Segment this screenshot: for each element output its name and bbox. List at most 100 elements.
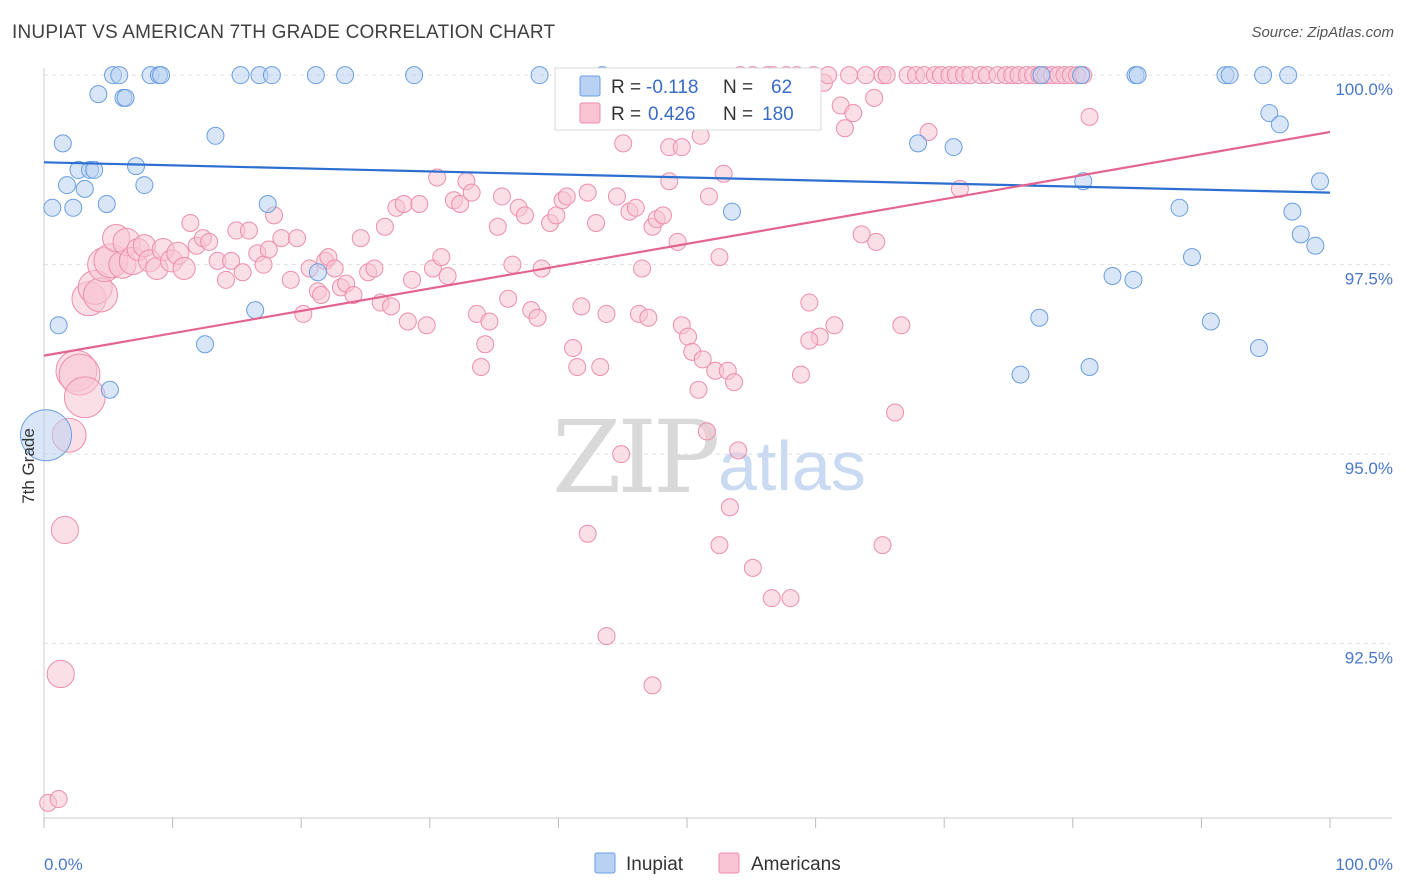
americans-point (840, 66, 859, 85)
inupiat-point (64, 198, 83, 217)
americans-point (612, 445, 631, 464)
inupiat-point (110, 66, 129, 85)
americans-point (488, 217, 507, 236)
americans-point (697, 422, 716, 441)
americans-point (660, 172, 679, 191)
bottom-legend-swatch-inupiat (594, 852, 616, 874)
americans-point (729, 441, 748, 460)
americans-point (762, 589, 781, 608)
legend-n-label-americans: N = (723, 104, 753, 125)
americans-point (1080, 107, 1099, 126)
americans-point (382, 297, 401, 316)
americans-point (672, 138, 691, 157)
inupiat-point (1249, 339, 1268, 358)
inupiat-point (1306, 236, 1325, 255)
americans-point (281, 270, 300, 289)
inupiat-point (722, 202, 741, 221)
y-tick-label: 92.5% (1345, 649, 1393, 668)
inupiat-point (336, 66, 355, 85)
inupiat-trend-line (43, 161, 1331, 194)
inupiat-point (262, 66, 281, 85)
americans-point (259, 240, 278, 259)
legend-n-value-inupiat: 62 (771, 77, 792, 98)
inupiat-point (530, 66, 549, 85)
y-axis-label: 7th Grade (19, 428, 38, 504)
americans-point (472, 357, 491, 376)
inupiat-point (944, 138, 963, 157)
inupiat-point (127, 157, 146, 176)
inupiat-point (1220, 66, 1239, 85)
inupiat-point (405, 66, 424, 85)
americans-point (710, 536, 729, 555)
americans-point (428, 168, 447, 187)
inupiat-point (1074, 172, 1093, 191)
inupiat-points (20, 66, 1329, 462)
americans-point (181, 213, 200, 232)
inupiat-point (1030, 308, 1049, 327)
x-tick-label: 0.0% (44, 855, 83, 874)
americans-point (597, 627, 616, 646)
americans-point (572, 297, 591, 316)
americans-point (568, 357, 587, 376)
inupiat-point (1170, 198, 1189, 217)
americans-point (254, 255, 273, 274)
americans-point (597, 304, 616, 323)
americans-point (626, 198, 645, 217)
americans-point (781, 589, 800, 608)
americans-point (557, 187, 576, 206)
bottom-legend-inupiat: Inupiat (626, 854, 684, 875)
inupiat-point (97, 195, 116, 214)
americans-point (200, 232, 219, 251)
inupiat-point (85, 160, 104, 179)
americans-point (172, 256, 196, 281)
inupiat-point (20, 409, 72, 462)
americans-point (699, 187, 718, 206)
inupiat-point (1103, 267, 1122, 286)
americans-point (614, 134, 633, 153)
americans-point (288, 229, 307, 248)
inupiat-point (1283, 202, 1302, 221)
source-credit: Source: ZipAtlas.com (1251, 24, 1394, 41)
americans-point (503, 255, 522, 274)
inupiat-point (196, 335, 215, 354)
americans-point (668, 232, 687, 251)
americans-point (375, 217, 394, 236)
inupiat-point (75, 179, 94, 198)
y-tick-label: 100.0% (1335, 80, 1393, 99)
inupiat-point (89, 85, 108, 104)
americans-trend-line (43, 130, 1331, 357)
americans-point (578, 183, 597, 202)
legend-swatch-inupiat (579, 75, 601, 97)
americans-point (791, 365, 810, 384)
inupiat-point (1072, 66, 1091, 85)
americans-point (222, 251, 241, 270)
americans-point (432, 248, 451, 267)
inupiat-point (206, 126, 225, 145)
americans-point (886, 403, 905, 422)
americans-point (410, 195, 429, 214)
correlation-legend: R = -0.118 N = 62 R = 0.426 N = 180 (554, 67, 822, 131)
americans-point (643, 676, 662, 695)
americans-point (547, 206, 566, 225)
americans-point (865, 88, 884, 107)
legend-r-value-americans: 0.426 (648, 104, 696, 125)
inupiat-point (1128, 66, 1147, 85)
inupiat-point (308, 263, 327, 282)
americans-point (480, 312, 499, 331)
americans-point (365, 259, 384, 278)
americans-point (679, 327, 698, 346)
y-tick-labels: 100.0% 97.5% 95.0% 92.5% (1335, 80, 1393, 668)
americans-point (272, 229, 291, 248)
inupiat-point (1011, 365, 1030, 384)
americans-point (633, 259, 652, 278)
inupiat-point (246, 301, 265, 320)
legend-r-value-inupiat: -0.118 (646, 77, 698, 98)
inupiat-point (53, 134, 72, 153)
americans-point (825, 316, 844, 335)
bottom-legend-americans: Americans (751, 854, 841, 875)
americans-point (233, 263, 252, 282)
inupiat-point (58, 176, 77, 195)
americans-point (398, 312, 417, 331)
americans-point (720, 498, 739, 517)
